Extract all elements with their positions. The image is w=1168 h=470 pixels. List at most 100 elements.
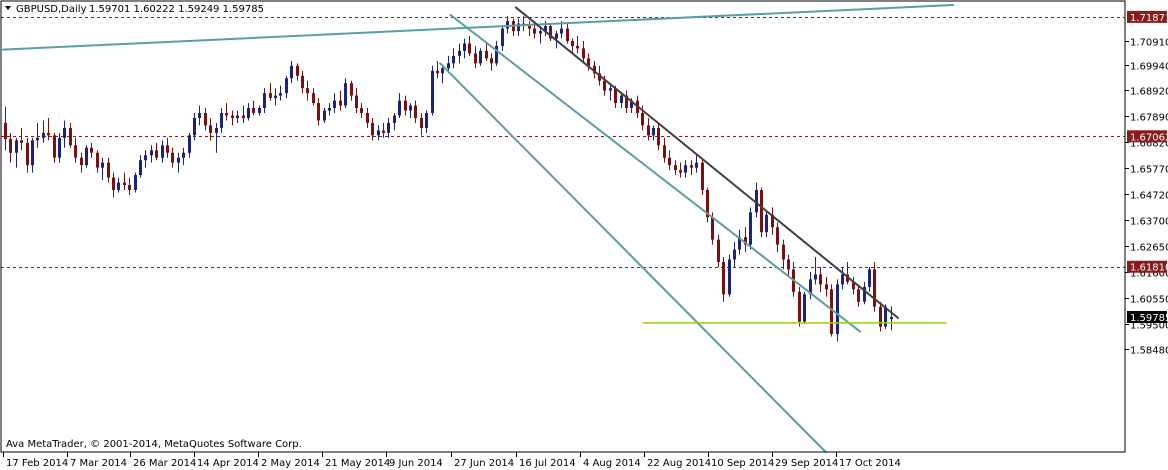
candle-body <box>587 58 590 66</box>
candle-body <box>458 50 461 56</box>
candle-body <box>96 152 99 168</box>
candle-body <box>274 95 277 99</box>
candle-body <box>787 259 790 270</box>
candle-body <box>171 152 174 163</box>
y-tick-label: 1.62650 <box>1130 243 1168 254</box>
candle-body <box>447 63 450 69</box>
x-tick-label: 2 May 2014 <box>261 458 320 469</box>
level-price-box <box>1127 10 1167 23</box>
candle-body <box>328 108 331 111</box>
candle-body <box>258 108 261 114</box>
level-price-label: 1.61810 <box>1130 263 1168 274</box>
candle-body <box>398 100 401 116</box>
candle-body <box>80 157 83 166</box>
x-tick-label: 16 Jul 2014 <box>519 458 576 469</box>
candle-body <box>722 262 725 295</box>
candle-body <box>652 127 655 136</box>
y-tick-label: 1.64720 <box>1130 191 1168 202</box>
candle-body <box>387 122 390 133</box>
candle-body <box>350 83 353 96</box>
candle-body <box>760 189 763 233</box>
x-tick-label: 21 May 2014 <box>325 458 390 469</box>
candle-body <box>755 189 758 213</box>
candle-body <box>528 26 531 29</box>
candle-body <box>296 65 299 76</box>
candle-body <box>279 93 282 96</box>
candle-body <box>85 147 88 166</box>
y-tick-label: 1.61600 <box>1130 269 1168 280</box>
level-price-box <box>1127 260 1167 273</box>
chart-header[interactable]: GBPUSD,Daily 1.59701 1.60222 1.59249 1.5… <box>5 4 264 15</box>
y-tick-label: 1.67890 <box>1130 113 1168 124</box>
x-tick-label: 27 Jun 2014 <box>454 458 514 469</box>
candle-body <box>9 139 12 153</box>
candle-body <box>663 145 666 158</box>
candle-body <box>474 53 477 64</box>
candle-body <box>873 269 876 307</box>
candle-body <box>830 289 833 335</box>
candle-body <box>139 160 142 176</box>
triangle-down-icon[interactable] <box>5 6 11 10</box>
candle-body <box>809 279 812 295</box>
y-tick-label: 1.68920 <box>1130 87 1168 98</box>
candle-body <box>333 100 336 109</box>
candle-body <box>382 130 385 133</box>
channel-lower <box>439 62 827 453</box>
candle-body <box>690 165 693 168</box>
candle-body <box>603 80 606 91</box>
x-tick-label: 7 Mar 2014 <box>70 458 127 469</box>
current-price-box <box>1127 311 1167 324</box>
candle-body <box>836 284 839 335</box>
candle-body <box>193 117 196 136</box>
candle-body <box>501 28 504 46</box>
candle-body <box>647 125 650 136</box>
candle-body <box>431 70 434 114</box>
candle-body <box>814 274 817 280</box>
candle-body <box>204 113 207 126</box>
x-tick-label: 26 Mar 2014 <box>133 458 196 469</box>
x-tick-label: 29 Sep 2014 <box>775 458 838 469</box>
candle-body <box>485 50 488 59</box>
x-tick-label: 9 Jun 2014 <box>389 458 443 469</box>
candle-body <box>841 274 844 285</box>
x-tick-label: 22 Aug 2014 <box>647 458 711 469</box>
candle-body <box>247 108 250 118</box>
level-price-label: 1.71871 <box>1130 13 1168 24</box>
candle-body <box>117 182 120 190</box>
candle-body <box>819 274 822 285</box>
candle-body <box>630 100 633 109</box>
candle-body <box>31 140 34 166</box>
candle-body <box>668 157 671 166</box>
candle-body <box>738 237 741 250</box>
candle-body <box>177 157 180 163</box>
candle-body <box>53 135 56 158</box>
y-tick-label: 1.63700 <box>1130 217 1168 228</box>
level-price-label: 1.67062 <box>1130 132 1168 143</box>
candle-body <box>344 83 347 106</box>
candle-body <box>290 65 293 79</box>
candle-body <box>803 294 806 322</box>
candle-body <box>479 50 482 64</box>
candle-body <box>684 165 687 173</box>
y-tick-label: 1.60550 <box>1130 295 1168 306</box>
time-axis: 17 Feb 2014 7 Mar 2014 26 Mar 2014 14 Apr 2… <box>3 452 901 469</box>
candle-body <box>711 217 714 240</box>
candle-body <box>20 140 23 143</box>
candle-body <box>371 122 374 136</box>
candle-body <box>215 127 218 133</box>
candle-body <box>312 93 315 104</box>
candle-body <box>490 58 493 64</box>
candle-body <box>123 182 126 186</box>
candle-body <box>463 43 466 51</box>
candle-body <box>441 68 444 74</box>
candle-body <box>409 105 412 111</box>
candle-body <box>366 113 369 123</box>
candle-body <box>625 95 628 109</box>
resistance-line <box>514 6 899 319</box>
candle-body <box>198 113 201 118</box>
candle-body <box>58 137 61 158</box>
candle-body <box>533 28 536 34</box>
x-tick-label: 4 Aug 2014 <box>583 458 641 469</box>
plot-frame <box>0 0 1126 453</box>
